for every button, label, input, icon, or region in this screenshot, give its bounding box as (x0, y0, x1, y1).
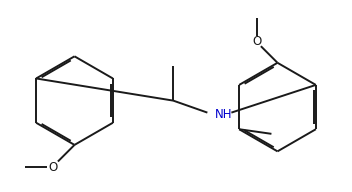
Text: NH: NH (215, 108, 232, 121)
Text: O: O (253, 35, 262, 48)
Text: O: O (49, 161, 58, 174)
